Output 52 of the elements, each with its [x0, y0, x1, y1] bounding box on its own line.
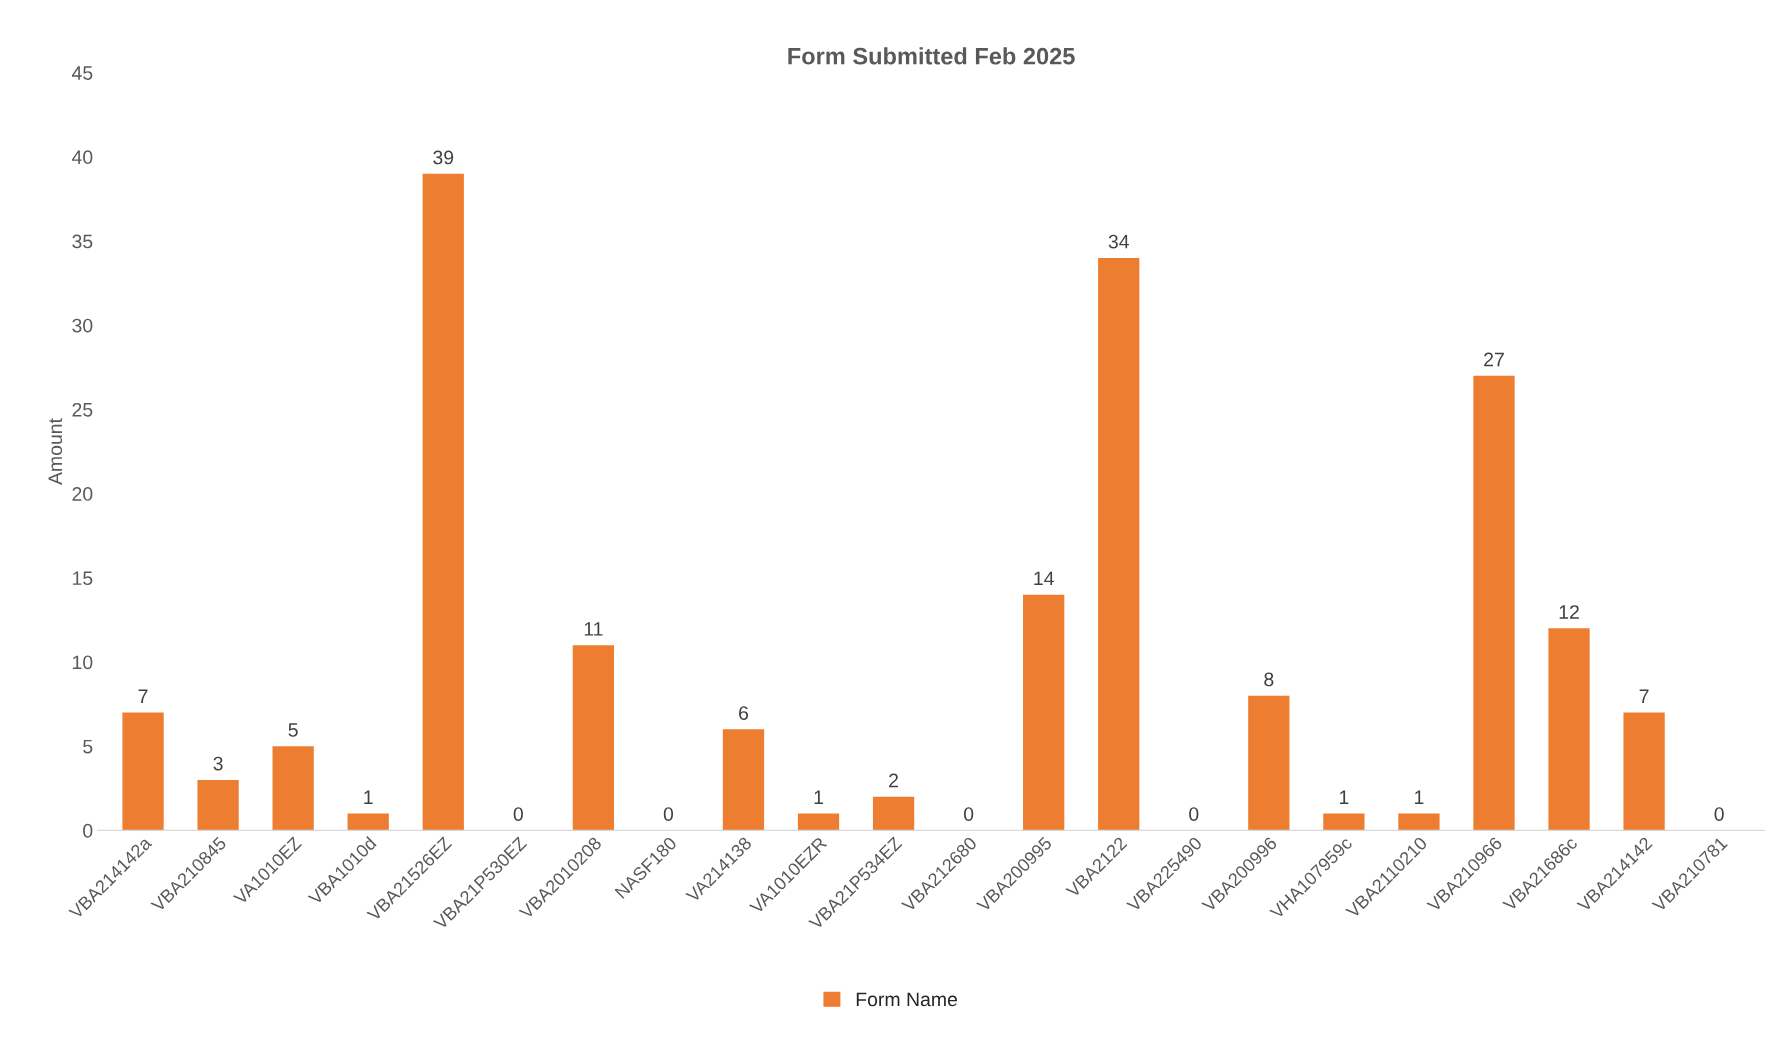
data-label: 14: [1034, 571, 1054, 586]
bar: [1248, 695, 1290, 831]
bar: [872, 796, 915, 831]
data-label: 0: [663, 807, 674, 821]
data-label: 0: [1189, 807, 1199, 821]
y-tick-label: 15: [73, 571, 93, 586]
bar: [1098, 257, 1140, 831]
bar: [1323, 813, 1365, 831]
y-tick-label: 0: [83, 823, 93, 838]
data-label: 27: [1484, 352, 1504, 367]
bar: [1398, 813, 1440, 831]
y-tick-label: 20: [72, 487, 93, 501]
data-label: 1: [1415, 790, 1424, 804]
data-label: 6: [739, 706, 749, 720]
bar: [1623, 712, 1665, 831]
bar: [347, 813, 389, 831]
y-tick-label: 25: [72, 402, 93, 417]
bar: [722, 729, 765, 831]
y-axis-title: Amount: [48, 418, 63, 485]
bar: [1023, 594, 1065, 831]
data-label: 11: [584, 622, 603, 636]
data-label: 0: [513, 807, 523, 821]
data-label: 1: [814, 790, 823, 804]
data-label: 5: [288, 723, 298, 737]
data-label: 12: [1559, 605, 1579, 619]
bar: [1548, 628, 1590, 831]
data-label: 34: [1108, 234, 1129, 249]
y-tick-label: 5: [83, 739, 93, 754]
chart-title: Form Submitted Feb 2025: [788, 47, 1075, 65]
y-tick-label: 30: [72, 318, 93, 333]
y-tick-label: 40: [71, 150, 93, 165]
y-tick-label: 45: [71, 66, 93, 80]
legend-label: Form Name: [856, 992, 958, 1007]
y-tick-label: 35: [72, 234, 93, 249]
data-label: 8: [1264, 672, 1274, 687]
bar: [422, 173, 464, 831]
data-label: 7: [1639, 689, 1649, 703]
bar: [122, 712, 164, 831]
bar: [797, 813, 840, 831]
bar: [1473, 375, 1515, 831]
bar: [572, 645, 614, 831]
y-tick-label: 10: [73, 655, 93, 670]
data-label: 0: [963, 807, 974, 821]
data-label: 3: [213, 756, 223, 771]
bar: [197, 779, 239, 831]
data-label: 7: [138, 689, 148, 703]
data-label: 39: [433, 150, 454, 165]
data-label: 1: [364, 790, 373, 804]
data-label: 2: [889, 773, 898, 788]
data-label: 0: [1714, 807, 1724, 821]
data-label: 1: [1339, 790, 1349, 804]
bar: [272, 746, 314, 831]
